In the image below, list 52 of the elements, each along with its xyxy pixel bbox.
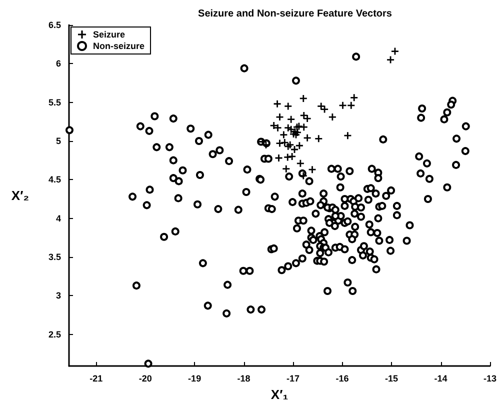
point (280, 131, 288, 138)
point (387, 56, 394, 64)
point (275, 154, 282, 162)
point (308, 166, 316, 174)
y-tick-label: 3 (56, 290, 61, 301)
chart-title: Seizure and Non-seizure Feature Vectors (198, 8, 392, 20)
point (339, 102, 346, 109)
point (348, 102, 355, 109)
point (288, 126, 295, 133)
x-tick-label: -19 (188, 374, 202, 384)
x-tick-label: -13 (483, 374, 497, 384)
point (391, 48, 398, 55)
y-tick-label: 5 (56, 136, 61, 146)
point (344, 132, 352, 140)
point (282, 165, 290, 172)
point (304, 115, 311, 122)
y-axis-title: X′₂ (11, 188, 30, 203)
point (315, 135, 322, 142)
point (350, 94, 358, 102)
x-tick-label: -14 (434, 374, 448, 384)
point (328, 114, 336, 121)
x-tick-label: -17 (286, 374, 300, 384)
y-tick-label: 4.5 (48, 174, 61, 185)
point (288, 116, 295, 123)
point (276, 114, 284, 121)
point (296, 160, 304, 167)
legend-label: Non-seizure (93, 41, 145, 51)
point (321, 106, 328, 113)
point (300, 124, 308, 131)
y-tick-label: 6.5 (48, 20, 61, 30)
point (300, 94, 307, 102)
x-tick-label: -20 (138, 374, 152, 384)
y-tick-label: 4 (56, 213, 61, 224)
x-tick-label: -16 (336, 374, 349, 384)
point (304, 134, 311, 142)
point (274, 100, 281, 108)
x-axis-title: X′₁ (270, 387, 288, 402)
point (284, 102, 292, 110)
y-tick-label: 2.5 (48, 329, 61, 340)
x-tick-label: -15 (385, 374, 398, 384)
y-tick-label: 3.5 (48, 252, 61, 262)
x-tick-label: -21 (90, 374, 103, 384)
point (288, 152, 296, 160)
y-tick-label: 6 (56, 58, 61, 69)
point (276, 140, 284, 147)
point (318, 102, 325, 110)
point (296, 142, 303, 150)
point (284, 154, 292, 161)
legend-label: Seizure (93, 30, 126, 40)
y-tick-label: 5.5 (48, 97, 61, 108)
point (274, 124, 282, 132)
x-tick-label: -18 (237, 374, 250, 384)
